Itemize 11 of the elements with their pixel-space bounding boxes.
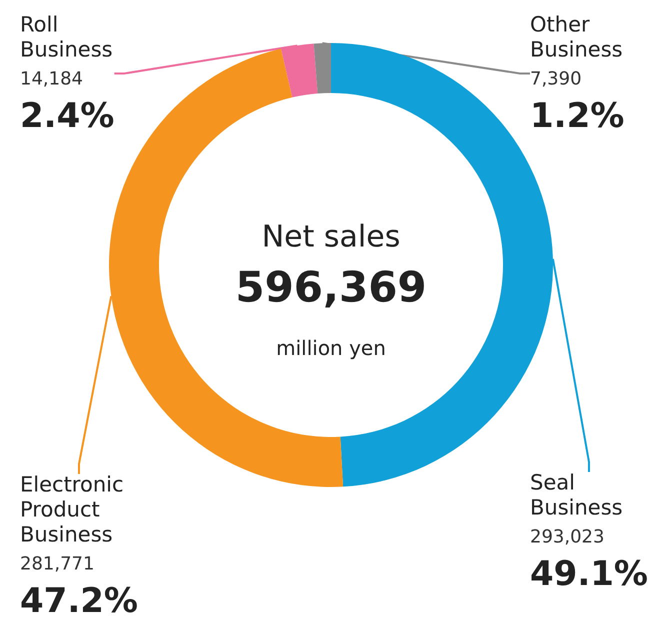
slice-label: Roll Business	[20, 12, 113, 62]
data-label: 281,771 47.2%	[20, 554, 138, 621]
text: Net sales	[262, 220, 400, 254]
slice-label: Seal Business	[530, 470, 623, 520]
text: million yen	[276, 336, 386, 360]
data-label: 7,390 1.2%	[530, 68, 624, 136]
text: 596,369	[235, 262, 427, 312]
data-label: 293,023 49.1%	[530, 526, 648, 594]
data-label: 14,184 2.4%	[20, 68, 114, 136]
slice-label: Other Business	[530, 12, 623, 62]
slice-label: Electronic Product Business	[20, 472, 124, 546]
